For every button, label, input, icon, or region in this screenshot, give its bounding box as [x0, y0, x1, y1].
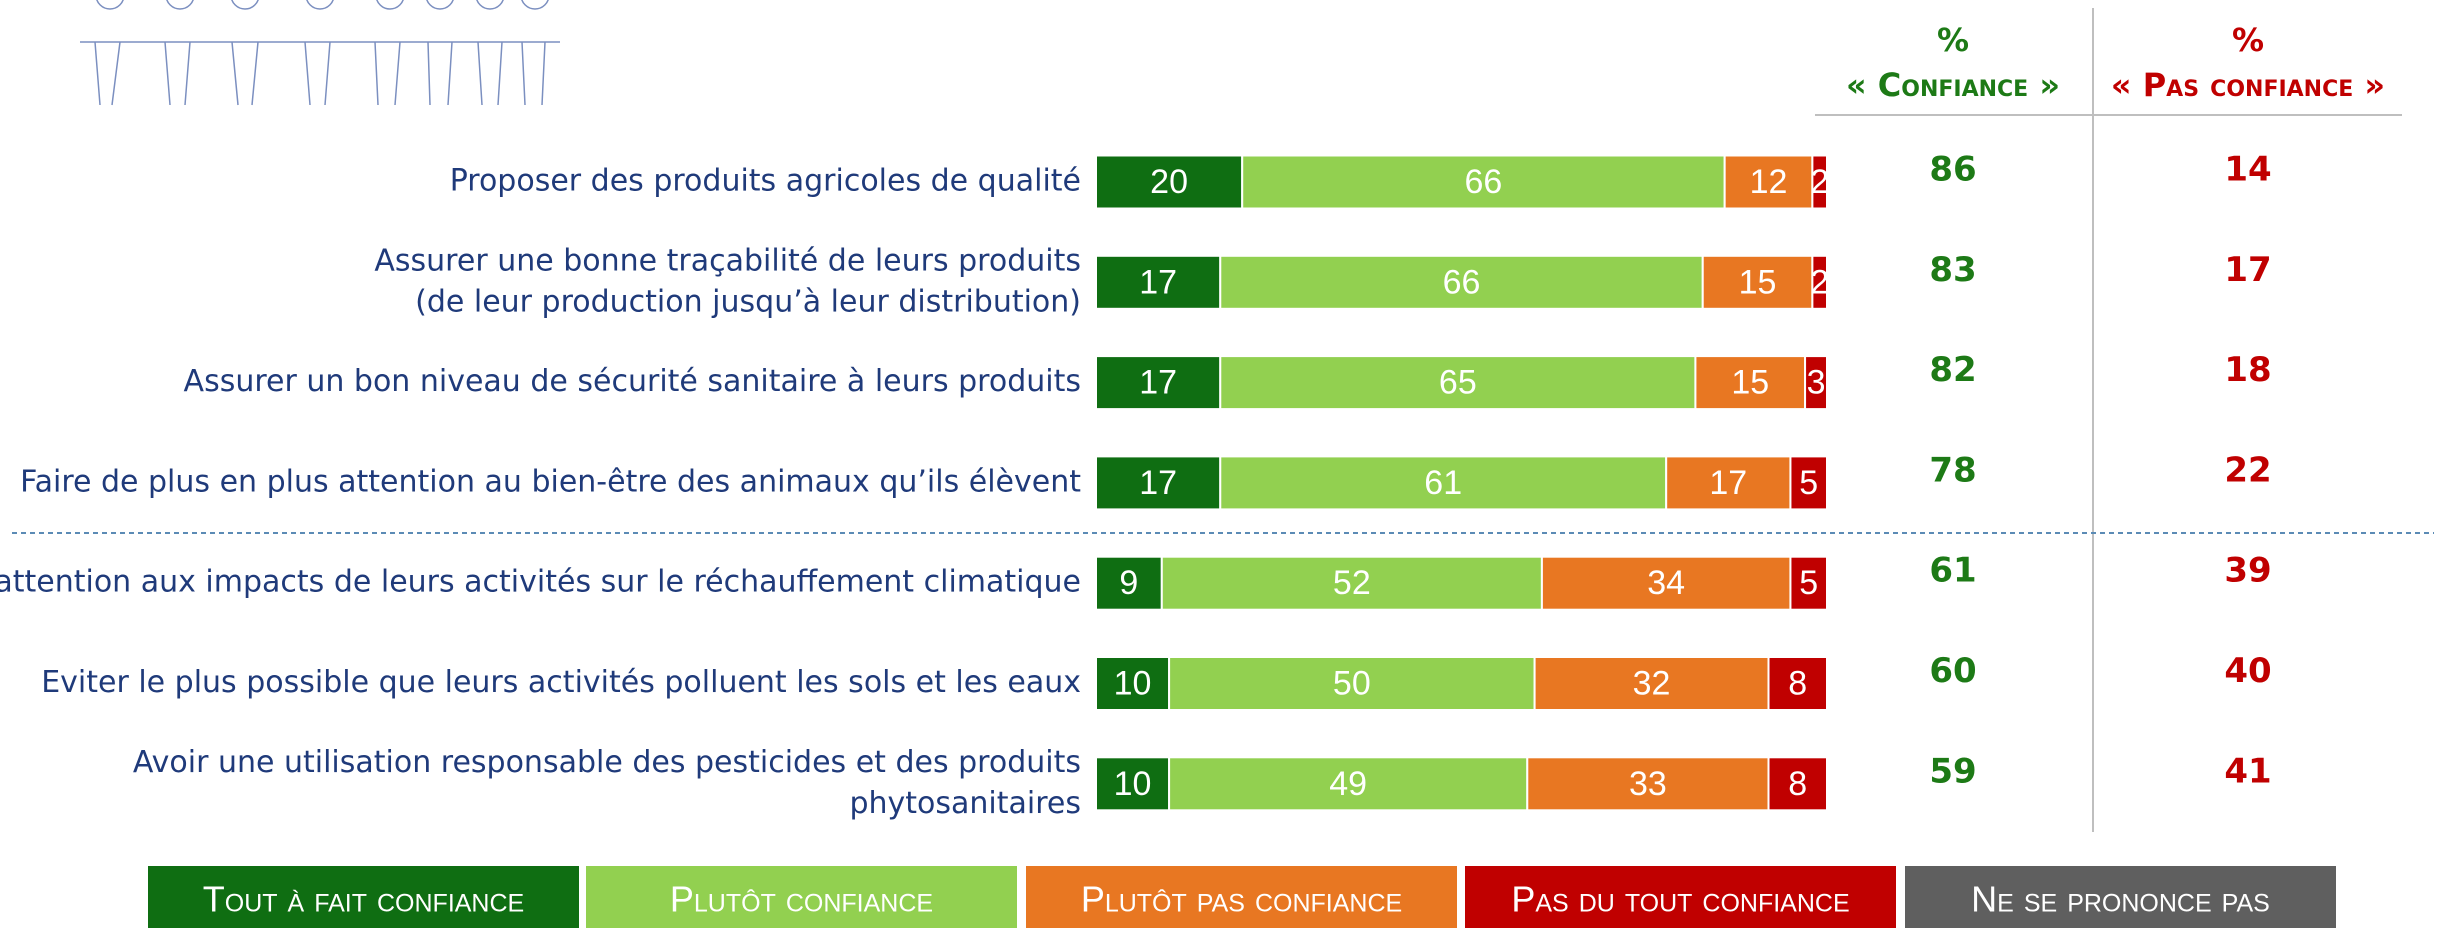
summary-value: 86 [1929, 150, 1976, 190]
category-label: (de leur production jusqu’à leur distrib… [415, 284, 1081, 319]
column-header: « Pas confiance » [2111, 66, 2385, 104]
bar-value-label: 17 [1139, 364, 1177, 402]
bar-value-label: 2 [1810, 163, 1829, 201]
category-label: Proposer des produits agricoles de quali… [450, 164, 1081, 199]
bar-value-label: 50 [1333, 664, 1371, 702]
chart: Proposer des produits agricoles de quali… [0, 0, 2438, 928]
category-label: Faire de plus en plus attention au bien-… [20, 464, 1081, 499]
bar-value-label: 52 [1333, 564, 1371, 602]
bar-value-label: 61 [1424, 464, 1462, 502]
summary-value: 78 [1929, 450, 1976, 490]
bar-value-label: 34 [1647, 564, 1685, 602]
illustration [80, 0, 560, 105]
summary-value: 40 [2224, 651, 2271, 691]
category-label: Assurer un bon niveau de sécurité sanita… [184, 364, 1081, 399]
bar-value-label: 33 [1629, 765, 1667, 803]
summary-value: 41 [2224, 751, 2271, 791]
bar-value-label: 49 [1329, 765, 1367, 803]
category-label: Avoir une utilisation responsable des pe… [133, 745, 1081, 780]
legend-label: Pas du tout confiance [1511, 879, 1849, 920]
summary-value: 82 [1929, 350, 1976, 390]
summary-value: 39 [2224, 551, 2271, 591]
bar-value-label: 9 [1119, 564, 1138, 602]
summary-value: 83 [1929, 250, 1976, 290]
legend-label: Plutôt confiance [670, 879, 933, 920]
bar-value-label: 3 [1807, 364, 1826, 402]
summary-value: 61 [1929, 551, 1976, 591]
bar-value-label: 5 [1799, 464, 1818, 502]
summary-value: 14 [2224, 150, 2271, 190]
summary-value: 59 [1929, 751, 1976, 791]
column-header: % [1937, 21, 1969, 59]
bar-value-label: 20 [1150, 163, 1188, 201]
bar-value-label: 17 [1709, 464, 1747, 502]
legend-label: Tout à fait confiance [203, 879, 524, 920]
bar-value-label: 32 [1633, 664, 1671, 702]
category-label: Assurer une bonne traçabilité de leurs p… [374, 243, 1081, 278]
bar-value-label: 17 [1139, 263, 1177, 301]
bar-value-label: 66 [1465, 163, 1503, 201]
bar-value-label: 66 [1443, 263, 1481, 301]
bar-value-label: 2 [1810, 263, 1829, 301]
category-label: Faire attention aux impacts de leurs act… [0, 565, 1081, 600]
bar-value-label: 17 [1139, 464, 1177, 502]
bar-value-label: 5 [1799, 564, 1818, 602]
legend-label: Ne se prononce pas [1971, 879, 2270, 920]
bar-value-label: 8 [1788, 664, 1807, 702]
bar-value-label: 15 [1739, 263, 1777, 301]
summary-value: 22 [2224, 450, 2271, 490]
bar-value-label: 65 [1439, 364, 1477, 402]
column-header: « Confiance » [1846, 66, 2060, 104]
bar-value-label: 10 [1114, 664, 1152, 702]
bar-value-label: 8 [1788, 765, 1807, 803]
category-label: Eviter le plus possible que leurs activi… [41, 665, 1081, 700]
bar-value-label: 10 [1114, 765, 1152, 803]
legend-label: Plutôt pas confiance [1081, 879, 1402, 920]
bar-value-label: 15 [1731, 364, 1769, 402]
bar-value-label: 12 [1750, 163, 1788, 201]
category-label: phytosanitaires [849, 786, 1081, 821]
summary-value: 60 [1929, 651, 1976, 691]
column-header: % [2232, 21, 2264, 59]
summary-value: 17 [2224, 250, 2271, 290]
summary-value: 18 [2224, 350, 2271, 390]
